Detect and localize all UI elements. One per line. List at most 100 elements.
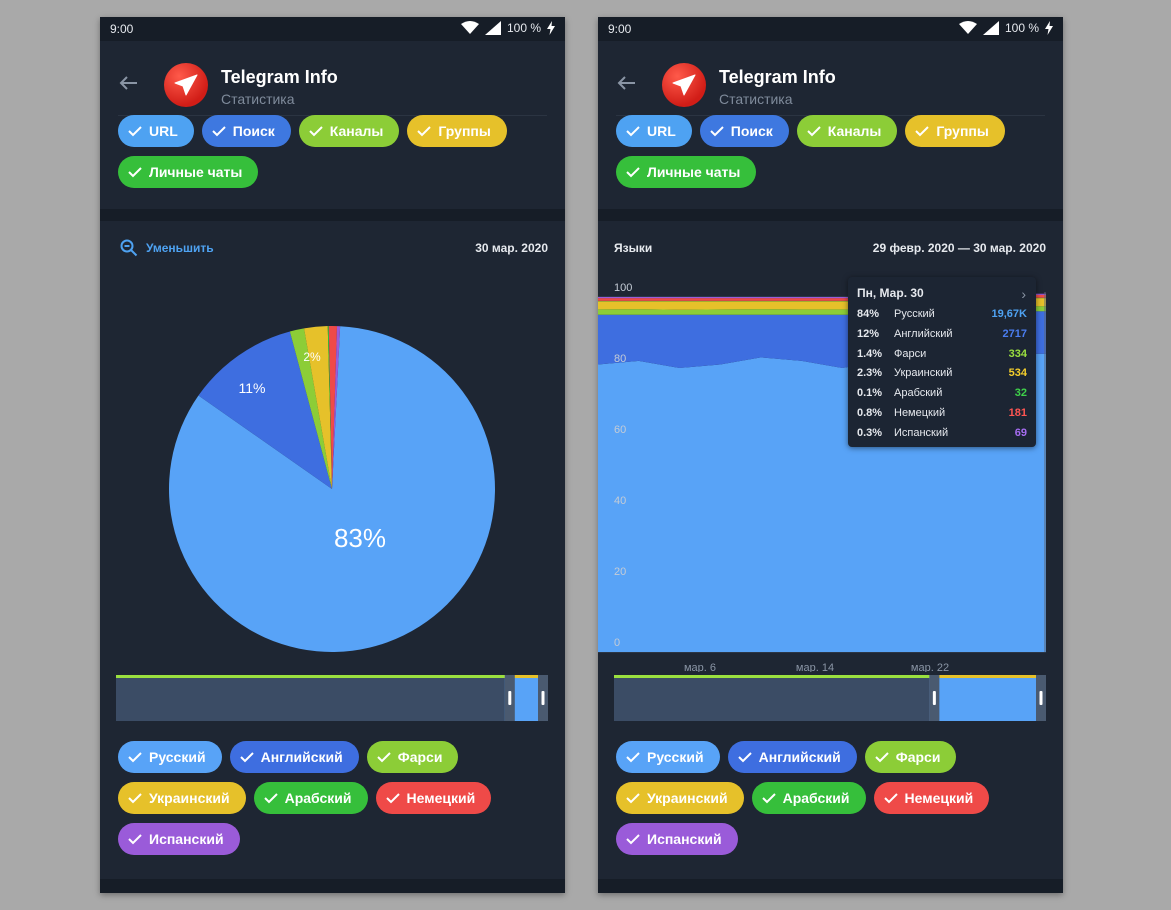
scrubber-preview [614, 675, 1046, 678]
chip-label: Группы [936, 123, 989, 139]
wifi-icon [958, 21, 977, 34]
tooltip-percent: 2.3% [857, 367, 883, 380]
range-scrubber[interactable] [116, 675, 548, 721]
check-icon [915, 126, 930, 137]
status-time: 9:00 [110, 22, 134, 36]
tooltip-language: Русский [894, 308, 935, 320]
y-tick-label: 20 [614, 566, 626, 578]
app-subtitle: Статистика [719, 91, 793, 107]
filter-chip-search[interactable]: Поиск [201, 115, 291, 147]
language-chip-6[interactable]: Испанский [616, 823, 738, 855]
channel-avatar [164, 63, 208, 107]
language-chip-4[interactable]: Арабский [253, 782, 368, 814]
tooltip-value: 19,67K [991, 308, 1027, 320]
tooltip-percent: 0.3% [857, 426, 883, 439]
y-tick-label: 100 [614, 282, 632, 294]
filter-chip-search[interactable]: Поиск [699, 115, 789, 147]
back-arrow-icon[interactable] [616, 75, 636, 91]
language-chip-3[interactable]: Украинский [118, 782, 246, 814]
check-icon [128, 752, 142, 763]
back-arrow-icon[interactable] [118, 75, 138, 91]
chart-date: 30 мар. 2020 [475, 241, 548, 255]
chip-label: Украинский [647, 790, 728, 806]
data-tooltip[interactable]: Пн, Мар. 30 › 84% Русский 19,67K 12% Английс… [848, 277, 1036, 447]
pie-slice-3[interactable] [304, 326, 332, 489]
language-chip-6[interactable]: Испанский [118, 823, 240, 855]
chip-label: Личные чаты [149, 164, 243, 180]
filter-chip-channels[interactable]: Каналы [796, 115, 898, 147]
language-chip-5[interactable]: Немецкий [873, 782, 990, 814]
check-icon [737, 752, 752, 763]
language-chip-3[interactable]: Украинский [616, 782, 744, 814]
pie-slice-6[interactable] [332, 326, 341, 489]
app-title: Telegram Info [719, 67, 836, 87]
pie-slice-5[interactable] [328, 326, 338, 489]
tooltip-percent: 1.4% [857, 347, 883, 360]
handle-grip-icon [541, 691, 545, 705]
battery-level: 100 % [1004, 21, 1039, 35]
pie-slice-0[interactable] [169, 326, 495, 652]
range-scrubber[interactable] [614, 675, 1046, 721]
chip-label: Немецкий [406, 790, 476, 806]
filter-chip-private-chats[interactable]: Личные чаты [616, 156, 757, 188]
chart-title: Языки [614, 241, 653, 255]
pie-slice-2[interactable] [289, 328, 332, 489]
filter-chip-channels[interactable]: Каналы [298, 115, 400, 147]
language-chip-1[interactable]: Английский [727, 741, 857, 773]
chip-label: Русский [647, 749, 704, 765]
filter-chip-groups[interactable]: Группы [905, 115, 1005, 147]
chip-label: Поиск [730, 123, 773, 139]
pie-slice-1[interactable] [198, 331, 332, 489]
source-filter-chips: URL Поиск Каналы Группы Личные чаты [118, 115, 548, 188]
chip-label: Фарси [397, 749, 443, 765]
chip-label: Арабский [284, 790, 352, 806]
scrubber-window-top [929, 675, 1046, 678]
tooltip-row: 1.4% Фарси 334 [857, 348, 1027, 366]
paper-plane-icon [672, 74, 696, 96]
area-series-6[interactable] [598, 293, 1046, 299]
language-chip-0[interactable]: Русский [616, 741, 720, 773]
paper-plane-icon [174, 74, 198, 96]
language-chip-2[interactable]: Фарси [864, 741, 957, 773]
chevron-right-icon[interactable]: › [1021, 286, 1026, 302]
tooltip-language: Украинский [894, 367, 953, 380]
filter-chip-url[interactable]: URL [118, 115, 194, 147]
tooltip-language: Арабский [894, 387, 943, 400]
status-time: 9:00 [608, 22, 632, 36]
language-chip-0[interactable]: Русский [118, 741, 222, 773]
language-chip-1[interactable]: Английский [229, 741, 359, 773]
scrubber-window-top [504, 675, 548, 678]
language-chip-4[interactable]: Арабский [751, 782, 866, 814]
scrubber-track [116, 675, 548, 721]
check-icon [626, 752, 640, 763]
filter-chip-private-chats[interactable]: Личные чаты [118, 156, 259, 188]
zoom-out-icon [120, 239, 138, 257]
check-icon [128, 126, 142, 137]
chip-label: Каналы [329, 123, 384, 139]
check-icon [710, 126, 724, 137]
y-tick-label: 80 [614, 353, 626, 365]
bottom-divider [598, 879, 1063, 893]
zoom-out-label: Уменьшить [146, 241, 214, 255]
chip-label: Личные чаты [647, 164, 741, 180]
check-icon [385, 793, 400, 804]
section-divider [100, 209, 565, 221]
check-icon [263, 793, 278, 804]
language-chip-5[interactable]: Немецкий [375, 782, 492, 814]
check-icon [309, 126, 323, 137]
filter-chip-groups[interactable]: Группы [407, 115, 507, 147]
pie-slice-4[interactable] [327, 326, 332, 489]
language-chip-2[interactable]: Фарси [366, 741, 459, 773]
phone-screen-area: 9:00 100 % Telegram Info Статистика URL … [598, 17, 1063, 893]
handle-grip-icon [932, 691, 936, 705]
tooltip-value: 2717 [1002, 327, 1027, 340]
scrubber-window[interactable] [929, 675, 1046, 721]
zoom-out-button[interactable]: Уменьшить [120, 239, 214, 257]
tooltip-value: 334 [1008, 347, 1027, 360]
tooltip-row: 0.1% Арабский 32 [857, 387, 1027, 405]
tooltip-percent: 0.8% [857, 407, 883, 419]
chip-label: Украинский [149, 790, 230, 806]
chip-label: Фарси [895, 749, 941, 765]
filter-chip-url[interactable]: URL [616, 115, 692, 147]
chip-label: Испанский [647, 831, 722, 847]
